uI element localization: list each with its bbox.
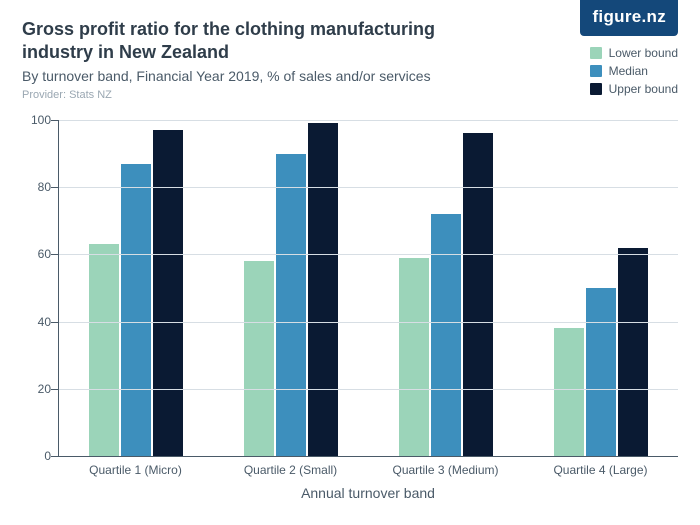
- bar: [431, 214, 461, 456]
- y-axis-label: 60: [25, 247, 51, 261]
- gridline: [59, 389, 678, 390]
- bar: [308, 123, 338, 456]
- y-tick: [51, 254, 59, 255]
- gridline: [59, 254, 678, 255]
- y-axis-label: 0: [25, 449, 51, 463]
- bar: [121, 164, 151, 456]
- legend-item: Lower bound: [590, 46, 678, 60]
- bar-group: [59, 120, 214, 456]
- logo-text: figure.nz: [592, 7, 666, 26]
- x-axis-label: Quartile 3 (Medium): [368, 463, 523, 477]
- x-axis-title: Annual turnover band: [58, 485, 678, 501]
- legend-swatch: [590, 65, 602, 77]
- x-axis-labels: Quartile 1 (Micro)Quartile 2 (Small)Quar…: [58, 463, 678, 477]
- bar: [153, 130, 183, 456]
- y-tick: [51, 389, 59, 390]
- bar: [463, 133, 493, 456]
- x-axis-label: Quartile 4 (Large): [523, 463, 678, 477]
- y-axis-label: 20: [25, 382, 51, 396]
- y-tick: [51, 322, 59, 323]
- bar: [554, 328, 584, 456]
- bar: [618, 248, 648, 456]
- y-tick: [51, 456, 59, 457]
- x-axis-label: Quartile 2 (Small): [213, 463, 368, 477]
- gridline: [59, 187, 678, 188]
- legend: Lower bound Median Upper bound: [590, 46, 678, 100]
- bar: [244, 261, 274, 456]
- gridline: [59, 322, 678, 323]
- plot-area: 020406080100: [58, 120, 678, 457]
- legend-label: Median: [609, 64, 648, 78]
- y-axis-label: 100: [25, 113, 51, 127]
- legend-swatch: [590, 47, 602, 59]
- bar-group: [523, 120, 678, 456]
- y-tick: [51, 120, 59, 121]
- chart-title: Gross profit ratio for the clothing manu…: [22, 18, 462, 63]
- legend-swatch: [590, 83, 602, 95]
- chart-area: 020406080100 Quartile 1 (Micro)Quartile …: [22, 120, 678, 505]
- y-axis-label: 40: [25, 315, 51, 329]
- legend-item: Median: [590, 64, 678, 78]
- y-tick: [51, 187, 59, 188]
- chart-container: figure.nz Gross profit ratio for the clo…: [0, 0, 700, 525]
- y-axis-label: 80: [25, 180, 51, 194]
- bar: [276, 154, 306, 456]
- bar-group: [214, 120, 369, 456]
- legend-item: Upper bound: [590, 82, 678, 96]
- chart-provider: Provider: Stats NZ: [22, 89, 678, 101]
- chart-subtitle: By turnover band, Financial Year 2019, %…: [22, 68, 678, 84]
- legend-label: Upper bound: [609, 82, 678, 96]
- bar-groups: [59, 120, 678, 456]
- legend-label: Lower bound: [609, 46, 678, 60]
- bar: [399, 258, 429, 456]
- figure-nz-logo: figure.nz: [580, 0, 678, 36]
- bar-group: [369, 120, 524, 456]
- bar: [586, 288, 616, 456]
- x-axis-label: Quartile 1 (Micro): [58, 463, 213, 477]
- gridline: [59, 120, 678, 121]
- bar: [89, 244, 119, 456]
